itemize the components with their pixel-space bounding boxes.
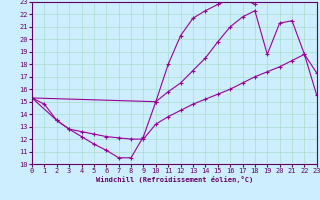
- X-axis label: Windchill (Refroidissement éolien,°C): Windchill (Refroidissement éolien,°C): [96, 176, 253, 183]
